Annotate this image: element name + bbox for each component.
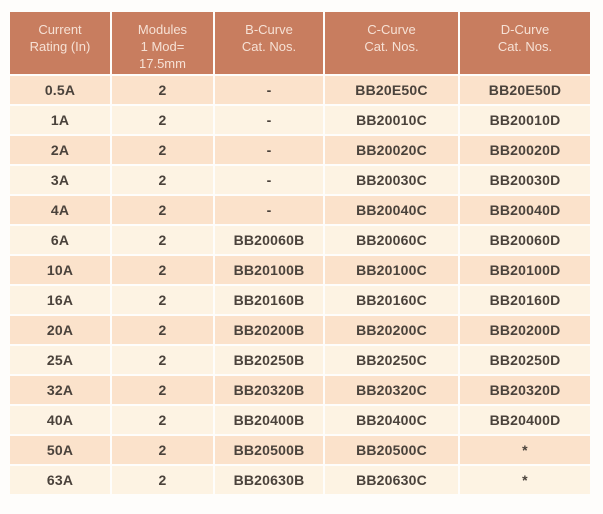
cell-c-curve: BB20060C (325, 226, 458, 254)
header-c-curve: C-Curve Cat. Nos. (325, 12, 458, 74)
cell-current-rating: 2A (10, 136, 110, 164)
cell-b-curve: BB20100B (215, 256, 323, 284)
cell-c-curve: BB20500C (325, 436, 458, 464)
cell-modules: 2 (112, 436, 213, 464)
cell-d-curve: BB20200D (460, 316, 590, 344)
cell-modules: 2 (112, 346, 213, 374)
cell-b-curve: BB20500B (215, 436, 323, 464)
table-row: 50A 2 BB20500B BB20500C * (10, 436, 590, 464)
cell-modules: 2 (112, 136, 213, 164)
cell-b-curve: - (215, 136, 323, 164)
cell-c-curve: BB20030C (325, 166, 458, 194)
cell-b-curve: - (215, 76, 323, 104)
cell-modules: 2 (112, 106, 213, 134)
cell-c-curve: BB20020C (325, 136, 458, 164)
header-d-curve: D-Curve Cat. Nos. (460, 12, 590, 74)
cell-d-curve: BB20400D (460, 406, 590, 434)
table-row: 25A 2 BB20250B BB20250C BB20250D (10, 346, 590, 374)
cell-d-curve: BB20E50D (460, 76, 590, 104)
cell-current-rating: 0.5A (10, 76, 110, 104)
cell-c-curve: BB20200C (325, 316, 458, 344)
cell-current-rating: 63A (10, 466, 110, 494)
cell-d-curve: BB20320D (460, 376, 590, 404)
cell-d-curve: BB20040D (460, 196, 590, 224)
cell-modules: 2 (112, 316, 213, 344)
table-row: 16A 2 BB20160B BB20160C BB20160D (10, 286, 590, 314)
table-row: 2A 2 - BB20020C BB20020D (10, 136, 590, 164)
cell-b-curve: - (215, 196, 323, 224)
cell-c-curve: BB20010C (325, 106, 458, 134)
table-row: 32A 2 BB20320B BB20320C BB20320D (10, 376, 590, 404)
cell-c-curve: BB20320C (325, 376, 458, 404)
cell-d-curve: * (460, 466, 590, 494)
cell-b-curve: - (215, 106, 323, 134)
table-row: 20A 2 BB20200B BB20200C BB20200D (10, 316, 590, 344)
cell-current-rating: 40A (10, 406, 110, 434)
cell-modules: 2 (112, 406, 213, 434)
table-row: 10A 2 BB20100B BB20100C BB20100D (10, 256, 590, 284)
table-row: 3A 2 - BB20030C BB20030D (10, 166, 590, 194)
cell-current-rating: 10A (10, 256, 110, 284)
cell-current-rating: 1A (10, 106, 110, 134)
cell-b-curve: BB20250B (215, 346, 323, 374)
cell-c-curve: BB20630C (325, 466, 458, 494)
header-modules: Modules 1 Mod= 17.5mm (112, 12, 213, 74)
cell-b-curve: - (215, 166, 323, 194)
cell-current-rating: 50A (10, 436, 110, 464)
cell-current-rating: 32A (10, 376, 110, 404)
cell-b-curve: BB20320B (215, 376, 323, 404)
cell-c-curve: BB20250C (325, 346, 458, 374)
cell-d-curve: BB20030D (460, 166, 590, 194)
table-header-row: Current Rating (In) Modules 1 Mod= 17.5m… (10, 12, 590, 74)
cell-modules: 2 (112, 286, 213, 314)
cell-c-curve: BB20100C (325, 256, 458, 284)
cell-current-rating: 25A (10, 346, 110, 374)
cell-current-rating: 16A (10, 286, 110, 314)
cell-d-curve: BB20100D (460, 256, 590, 284)
cell-current-rating: 3A (10, 166, 110, 194)
cell-current-rating: 4A (10, 196, 110, 224)
cell-modules: 2 (112, 166, 213, 194)
cell-b-curve: BB20630B (215, 466, 323, 494)
cell-d-curve: BB20010D (460, 106, 590, 134)
cell-modules: 2 (112, 196, 213, 224)
cell-modules: 2 (112, 226, 213, 254)
table-row: 40A 2 BB20400B BB20400C BB20400D (10, 406, 590, 434)
header-current-rating: Current Rating (In) (10, 12, 110, 74)
cell-modules: 2 (112, 76, 213, 104)
cell-c-curve: BB20E50C (325, 76, 458, 104)
cell-current-rating: 6A (10, 226, 110, 254)
cell-c-curve: BB20400C (325, 406, 458, 434)
cell-b-curve: BB20400B (215, 406, 323, 434)
header-b-curve: B-Curve Cat. Nos. (215, 12, 323, 74)
cell-c-curve: BB20040C (325, 196, 458, 224)
cell-d-curve: BB20250D (460, 346, 590, 374)
cell-d-curve: BB20020D (460, 136, 590, 164)
table-row: 63A 2 BB20630B BB20630C * (10, 466, 590, 494)
cell-d-curve: * (460, 436, 590, 464)
cell-modules: 2 (112, 376, 213, 404)
cell-c-curve: BB20160C (325, 286, 458, 314)
table-row: 6A 2 BB20060B BB20060C BB20060D (10, 226, 590, 254)
table-row: 0.5A 2 - BB20E50C BB20E50D (10, 76, 590, 104)
catalog-table: Current Rating (In) Modules 1 Mod= 17.5m… (10, 12, 590, 494)
cell-b-curve: BB20160B (215, 286, 323, 314)
table-row: 4A 2 - BB20040C BB20040D (10, 196, 590, 224)
cell-b-curve: BB20060B (215, 226, 323, 254)
cell-b-curve: BB20200B (215, 316, 323, 344)
table-row: 1A 2 - BB20010C BB20010D (10, 106, 590, 134)
cell-d-curve: BB20160D (460, 286, 590, 314)
cell-modules: 2 (112, 256, 213, 284)
cell-modules: 2 (112, 466, 213, 494)
cell-current-rating: 20A (10, 316, 110, 344)
cell-d-curve: BB20060D (460, 226, 590, 254)
